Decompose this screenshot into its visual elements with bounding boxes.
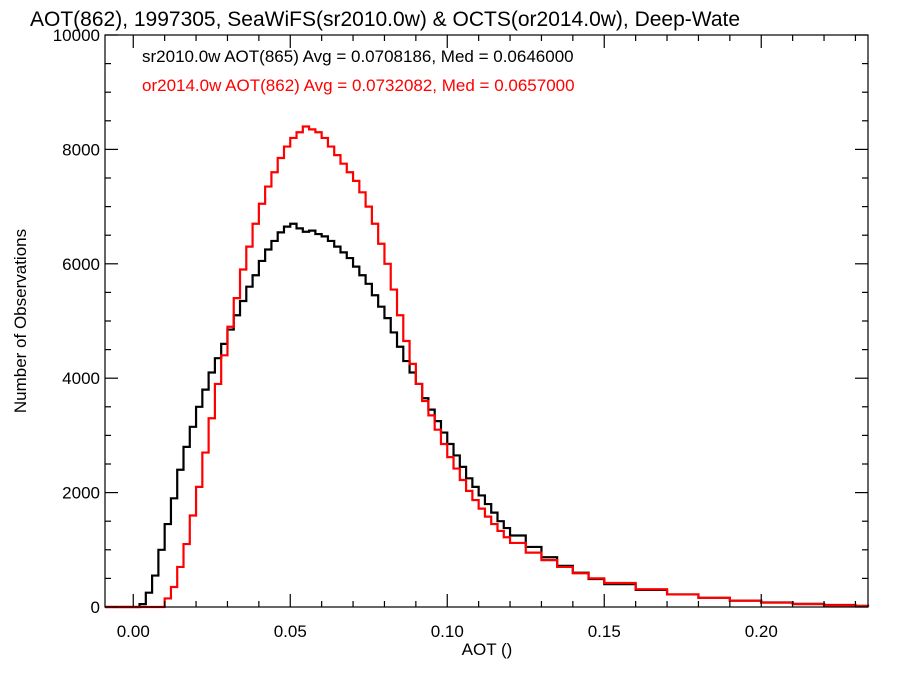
x-axis-title: AOT () [462,640,513,659]
x-tick-label: 0.05 [274,622,307,641]
y-tick-label: 2000 [62,484,100,503]
y-tick-label: 8000 [62,140,100,159]
legend: sr2010.0w AOT(865) Avg = 0.0708186, Med … [142,47,575,95]
y-tick-label: 4000 [62,369,100,388]
plot-area: 0.00 0.05 0.10 0.15 0.20 0 2000 4000 6000 8000 100… [53,26,870,641]
y-tick-label: 6000 [62,255,100,274]
x-tick-label: 0.15 [588,622,621,641]
x-tick-label: 0.10 [431,622,464,641]
series-line-0 [105,222,870,609]
series-line-1 [105,125,870,609]
y-axis-title: Number of Observations [11,229,30,413]
y-tick-label: 0 [91,598,100,617]
legend-entry-0: sr2010.0w AOT(865) Avg = 0.0708186, Med … [142,47,574,66]
x-tick-label: 0.00 [117,622,150,641]
x-tick-label: 0.20 [745,622,778,641]
chart-title: AOT(862), 1997305, SeaWiFS(sr2010.0w) & … [30,8,740,31]
y-tick-label: 10000 [53,26,100,45]
legend-entry-1: or2014.0w AOT(862) Avg = 0.0732082, Med … [142,76,575,95]
